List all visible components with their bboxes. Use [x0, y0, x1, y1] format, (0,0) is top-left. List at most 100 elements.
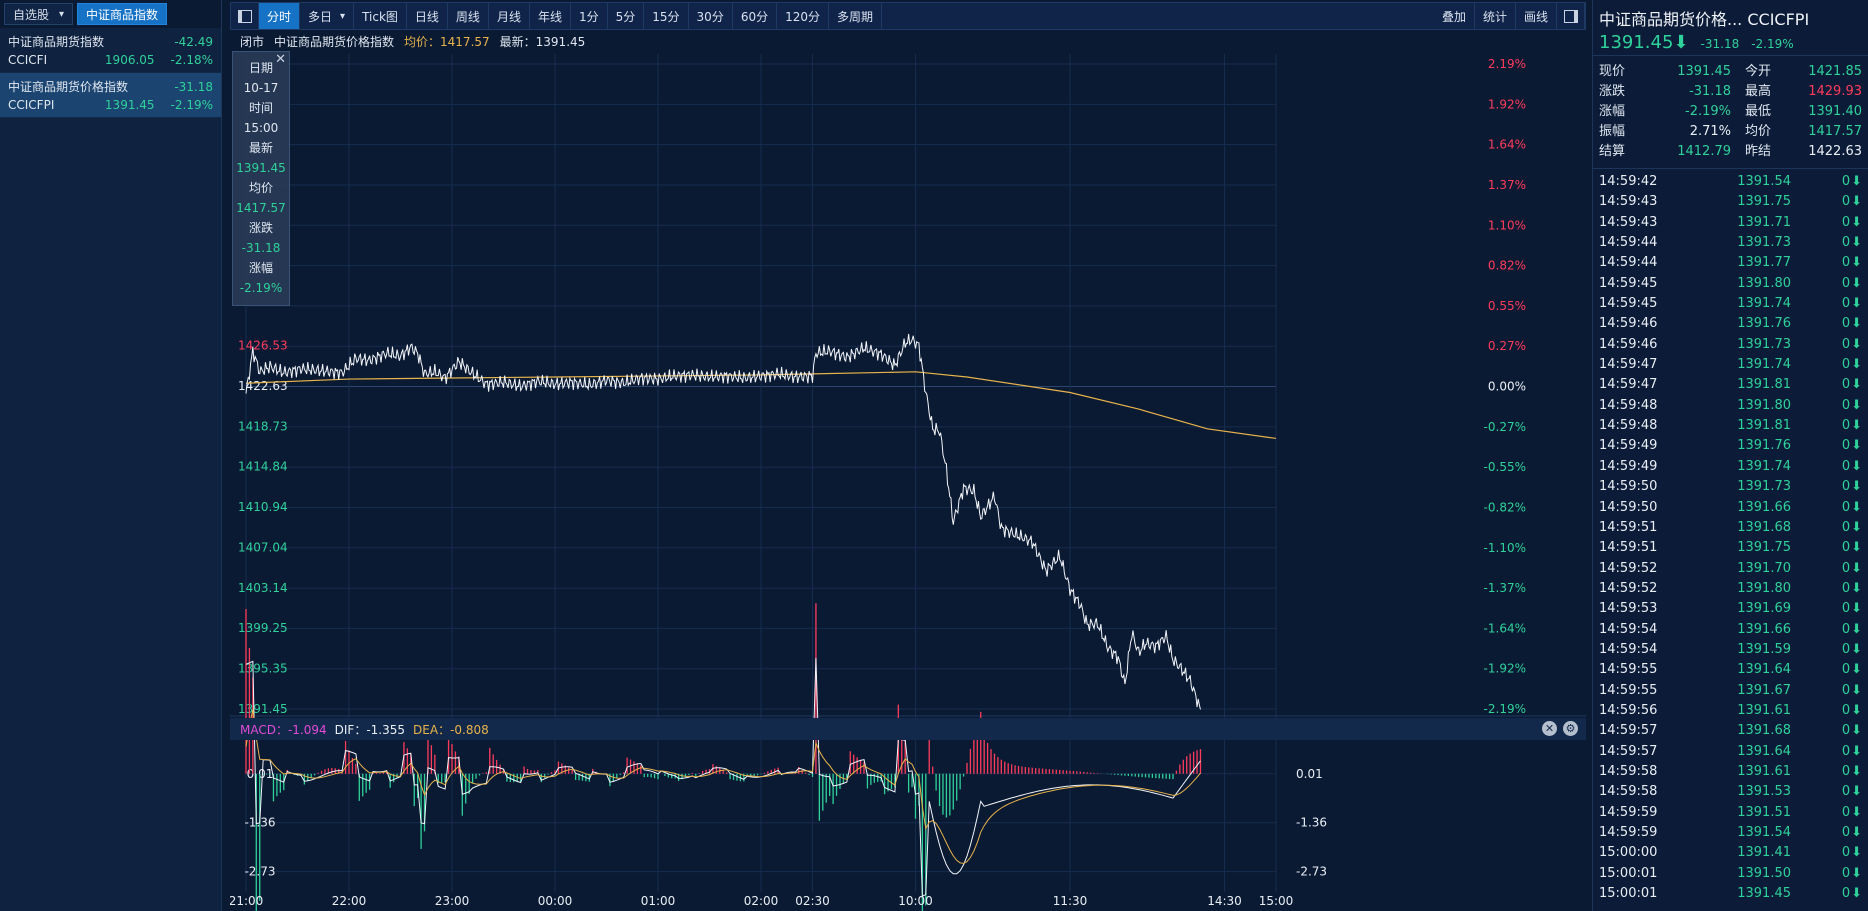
overlay-button[interactable]: 叠加 [1434, 3, 1475, 29]
tick-price: 1391.59 [1737, 641, 1791, 657]
close-icon[interactable]: ✕ [275, 52, 286, 67]
macd-tick-label: -1.36 [1296, 816, 1327, 830]
price-tick-label: 1422.63 [238, 379, 288, 393]
item-pct: -2.18% [170, 53, 213, 67]
macd-tick-label: -2.73 [1296, 865, 1327, 879]
time-tick-label: 02:30 [795, 894, 830, 908]
statistics-button[interactable]: 统计 [1475, 3, 1516, 29]
tick-volume: 0 [1791, 579, 1862, 599]
quote-value: -31.18 [1689, 84, 1731, 99]
gear-icon[interactable]: ⚙ [1563, 721, 1578, 736]
list-item: 14:59:55 1391.64 0 [1599, 660, 1862, 680]
tick-time: 14:59:59 [1599, 825, 1658, 840]
period-button[interactable]: 多日 [300, 3, 355, 29]
quote-key: 均价 [1745, 124, 1772, 139]
item-pct: -2.19% [170, 98, 213, 112]
period-button[interactable]: 月线 [489, 3, 530, 29]
tick-time: 15:00:01 [1599, 865, 1658, 881]
list-item: 14:59:44 1391.77 0 [1599, 253, 1862, 273]
tick-time: 14:59:52 [1599, 560, 1658, 576]
draw-line-button[interactable]: 画线 [1516, 3, 1557, 29]
tick-volume: 0 [1791, 742, 1862, 762]
quote-key: 现价 [1599, 64, 1626, 79]
tick-price: 1391.61 [1737, 763, 1791, 779]
time-tick-label: 01:00 [641, 894, 676, 908]
period-toolbar: 分时多日Tick图日线周线月线年线1分5分15分30分60分120分多周期 叠加… [230, 2, 1586, 30]
quote-value: 2.71% [1689, 124, 1731, 139]
period-button[interactable]: 30分 [689, 3, 733, 29]
tick-price: 1391.73 [1737, 336, 1791, 352]
tick-time: 14:59:55 [1599, 662, 1658, 678]
quote-key: 今开 [1745, 64, 1772, 79]
list-item[interactable]: 中证商品期货指数 -42.49 CCICFI 1906.05 -2.18% [0, 28, 221, 73]
time-tick-label: 14:30 [1207, 894, 1242, 908]
tick-volume: 0 [1791, 416, 1862, 436]
period-button[interactable]: 分时 [259, 3, 301, 29]
tick-price: 1391.75 [1737, 540, 1791, 556]
tick-price: 1391.51 [1737, 804, 1791, 820]
period-button[interactable]: 1分 [571, 3, 608, 29]
list-item: 14:59:46 1391.73 0 [1599, 335, 1862, 355]
period-button[interactable]: 年线 [530, 3, 571, 29]
tooltip-avg-label: 均价 [248, 181, 273, 195]
tick-price: 1391.73 [1737, 479, 1791, 495]
period-button[interactable]: 60分 [733, 3, 778, 29]
tooltip-pct-label: 涨幅 [248, 261, 273, 275]
quote-value: 1422.63 [1808, 144, 1862, 159]
toggle-right-panel-icon[interactable] [1557, 3, 1585, 29]
macd-value: MACD：-1.094 [240, 722, 327, 737]
period-button[interactable]: 15分 [644, 3, 689, 29]
tick-volume: 0 [1791, 274, 1862, 294]
quote-row: 结算 1412.79 昨结 1422.63 [1599, 142, 1862, 162]
quote-value: 1412.79 [1677, 144, 1731, 159]
price-tick-label: 1410.94 [238, 500, 288, 514]
instrument-title-name: 中证商品期货价格... [1599, 10, 1743, 29]
quote-key: 最高 [1745, 84, 1772, 99]
period-button[interactable]: 120分 [777, 3, 829, 29]
tick-time: 14:59:46 [1599, 316, 1658, 332]
time-tick-label: 15:00 [1259, 894, 1294, 908]
toggle-left-panel-icon[interactable] [231, 3, 259, 29]
tab-commodity-index[interactable]: 中证商品指数 [77, 3, 168, 25]
tick-price: 1391.61 [1737, 702, 1791, 718]
tick-time: 14:59:43 [1599, 214, 1658, 230]
tick-time: 14:59:59 [1599, 804, 1658, 820]
list-item: 14:59:47 1391.74 0 [1599, 355, 1862, 375]
quote-table: 现价 1391.45 今开 1421.85 涨跌 -31.18 最高 1429.93 涨幅 -2.… [1593, 56, 1868, 169]
close-indicator-icon[interactable]: ✕ [1542, 721, 1557, 736]
tick-time: 14:59:44 [1599, 235, 1658, 251]
tooltip-time: 15:00 [243, 121, 279, 135]
tooltip-time-label: 时间 [248, 101, 273, 115]
list-item: 15:00:01 1391.50 0 [1599, 864, 1862, 884]
current-price: 1391.45⬇ [1599, 32, 1689, 53]
pct-tick-label: 0.55% [1488, 299, 1526, 313]
dea-value: DEA：-0.808 [413, 722, 489, 737]
price-tick-label: 1395.35 [238, 662, 288, 676]
tick-volume: 0 [1791, 253, 1862, 273]
tick-time: 14:59:48 [1599, 418, 1658, 434]
tab-watchlist[interactable]: 自选股 [4, 3, 74, 25]
tick-time: 14:59:52 [1599, 580, 1658, 596]
item-name: 中证商品期货价格指数 [8, 80, 129, 94]
list-item: 14:59:48 1391.81 0 [1599, 416, 1862, 436]
time-tick-label: 02:00 [744, 894, 779, 908]
period-button[interactable]: Tick图 [354, 3, 407, 29]
pct-tick-label: -0.55% [1484, 460, 1526, 474]
list-item: 14:59:45 1391.80 0 [1599, 274, 1862, 294]
list-item: 14:59:51 1391.68 0 [1599, 518, 1862, 538]
period-button[interactable]: 周线 [448, 3, 489, 29]
tick-time: 14:59:43 [1599, 194, 1658, 210]
tick-price: 1391.69 [1737, 601, 1791, 617]
period-button[interactable]: 多周期 [829, 3, 883, 29]
list-item[interactable]: 中证商品期货价格指数 -31.18 CCICFPI 1391.45 -2.19% [0, 73, 221, 118]
period-button[interactable]: 日线 [407, 3, 448, 29]
pct-tick-label: 1.37% [1488, 178, 1526, 192]
list-item: 14:59:43 1391.71 0 [1599, 213, 1862, 233]
quote-value: 1391.40 [1808, 104, 1862, 119]
list-item: 14:59:48 1391.80 0 [1599, 396, 1862, 416]
period-button[interactable]: 5分 [608, 3, 645, 29]
tick-list[interactable]: 14:59:421391.54014:59:431391.75014:59:43… [1593, 169, 1868, 904]
price-line [245, 333, 1201, 710]
tick-time: 14:59:55 [1599, 682, 1658, 698]
intraday-chart[interactable]: 1426.53 1422.63 1418.73 1414.84 1410.94 1407.… [230, 0, 1586, 911]
